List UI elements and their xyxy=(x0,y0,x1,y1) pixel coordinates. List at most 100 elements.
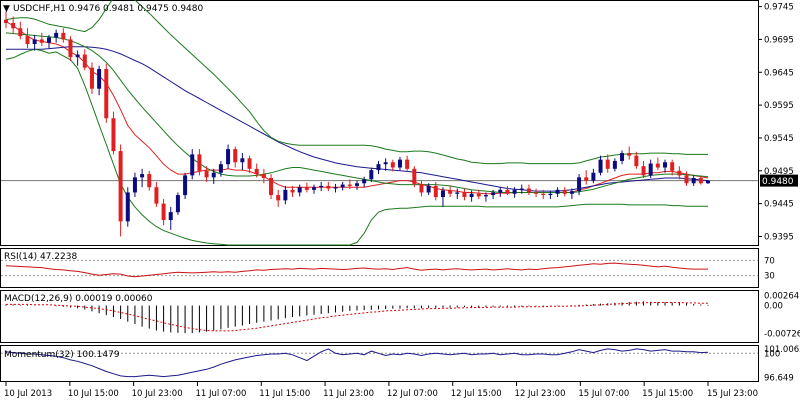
candle-body xyxy=(183,175,188,196)
candle-body xyxy=(698,178,703,184)
price-tick-label: 0.9745 xyxy=(764,3,794,13)
candle-body xyxy=(691,178,696,184)
candle-body xyxy=(347,184,352,186)
candle-body xyxy=(18,28,23,37)
candle-body xyxy=(340,184,345,188)
candle-body xyxy=(584,177,589,181)
macd-tick-label: 0.00 xyxy=(764,302,783,312)
candle-body xyxy=(54,32,59,38)
candle-body xyxy=(519,188,524,190)
candle-body xyxy=(190,154,195,176)
candle-body xyxy=(39,39,44,43)
candle-body xyxy=(11,23,16,29)
candle-body xyxy=(376,164,381,171)
symbol-header: USDCHF,H1 0.9476 0.9481 0.9475 0.9480 xyxy=(13,4,203,14)
price-tick-label: 0.9645 xyxy=(764,68,794,78)
time-tick-label: 12 Jul 23:00 xyxy=(515,389,566,399)
macd-pane-frame[interactable] xyxy=(0,290,759,343)
candle-body xyxy=(297,187,302,193)
candle-body xyxy=(147,174,152,188)
candle-body xyxy=(612,160,617,169)
candle-body xyxy=(75,54,80,58)
candle-body xyxy=(161,203,166,221)
candle-body xyxy=(534,192,539,194)
candle-body xyxy=(4,19,8,24)
candle-body xyxy=(97,68,102,89)
candle-body xyxy=(397,159,402,168)
candle-body xyxy=(276,195,281,201)
candle-body xyxy=(706,180,710,184)
macd-tick-label: -0.00726 xyxy=(764,329,800,339)
candle-body xyxy=(448,190,453,194)
price-tick-label: 0.9545 xyxy=(764,134,794,144)
candle-body xyxy=(469,193,474,198)
candle-body xyxy=(290,189,295,193)
candle-body xyxy=(32,39,37,45)
candle-body xyxy=(233,149,238,163)
momentum-tick-label: 96.649 xyxy=(764,374,794,384)
candle-body xyxy=(526,188,531,193)
candle-body xyxy=(512,189,517,194)
macd-layer xyxy=(5,301,709,334)
candle-body xyxy=(541,193,546,196)
candle-body xyxy=(25,36,30,45)
time-tick-label: 12 Jul 15:00 xyxy=(451,389,502,399)
collapse-arrow-icon[interactable]: ▼ xyxy=(3,4,10,14)
candle-body xyxy=(132,177,137,193)
candle-body xyxy=(641,166,646,176)
candle-body xyxy=(125,192,130,222)
candle-body xyxy=(648,163,653,176)
bollinger-middle-line xyxy=(5,32,709,193)
macd-tick-label: 0.00264 xyxy=(764,291,799,301)
candle-body xyxy=(390,162,395,168)
candle-body xyxy=(655,163,660,168)
rsi-pane-frame[interactable] xyxy=(0,248,759,288)
candle-body xyxy=(498,189,503,193)
momentum-tick-label: 100 xyxy=(764,349,780,359)
rsi-line xyxy=(5,262,708,278)
candle-body xyxy=(247,158,252,169)
rsi-tick-label: 70 xyxy=(764,256,775,266)
candle-body xyxy=(111,118,116,152)
candle-body xyxy=(634,155,639,167)
candle-body xyxy=(254,168,259,175)
candle-body xyxy=(355,183,359,186)
candle-body xyxy=(204,170,209,178)
candle-body xyxy=(46,37,51,43)
candle-body xyxy=(118,151,123,222)
candle-body xyxy=(555,189,560,194)
candle-body xyxy=(197,154,202,171)
price-tick-label: 0.9695 xyxy=(764,35,794,45)
candle-body xyxy=(362,179,367,184)
candle-body xyxy=(61,32,66,40)
momentum-line xyxy=(5,348,709,378)
rsi-title: RSI(14) 47.2238 xyxy=(4,252,77,262)
candle-body xyxy=(598,159,603,173)
momentum-layer xyxy=(1,348,758,378)
candle-body xyxy=(312,187,317,190)
time-tick-label: 11 Jul 23:00 xyxy=(323,389,374,399)
candle-body xyxy=(440,190,445,198)
time-tick-label: 15 Jul 15:00 xyxy=(642,389,693,399)
candle-body xyxy=(663,162,668,168)
axes-layer: 0.97450.96950.96450.95950.95450.94950.94… xyxy=(4,3,800,399)
candle-body xyxy=(89,67,94,89)
candle-body xyxy=(491,192,496,196)
time-tick-label: 10 Jul 2013 xyxy=(4,389,52,399)
candle-body xyxy=(670,162,675,171)
candle-body xyxy=(261,174,266,179)
candle-body xyxy=(168,212,173,221)
candle-body xyxy=(462,192,467,198)
candle-body xyxy=(605,159,610,169)
candle-body xyxy=(154,187,159,204)
time-tick-label: 10 Jul 15:00 xyxy=(68,389,119,399)
price-tick-label: 0.9595 xyxy=(764,101,794,111)
candle-body xyxy=(627,153,632,156)
momentum-pane-frame[interactable] xyxy=(0,345,759,382)
candle-body xyxy=(405,159,410,169)
time-tick-label: 11 Jul 15:00 xyxy=(259,389,310,399)
current-price-tag xyxy=(760,174,798,187)
time-tick-label: 10 Jul 23:00 xyxy=(132,389,183,399)
candle-body xyxy=(283,189,288,201)
